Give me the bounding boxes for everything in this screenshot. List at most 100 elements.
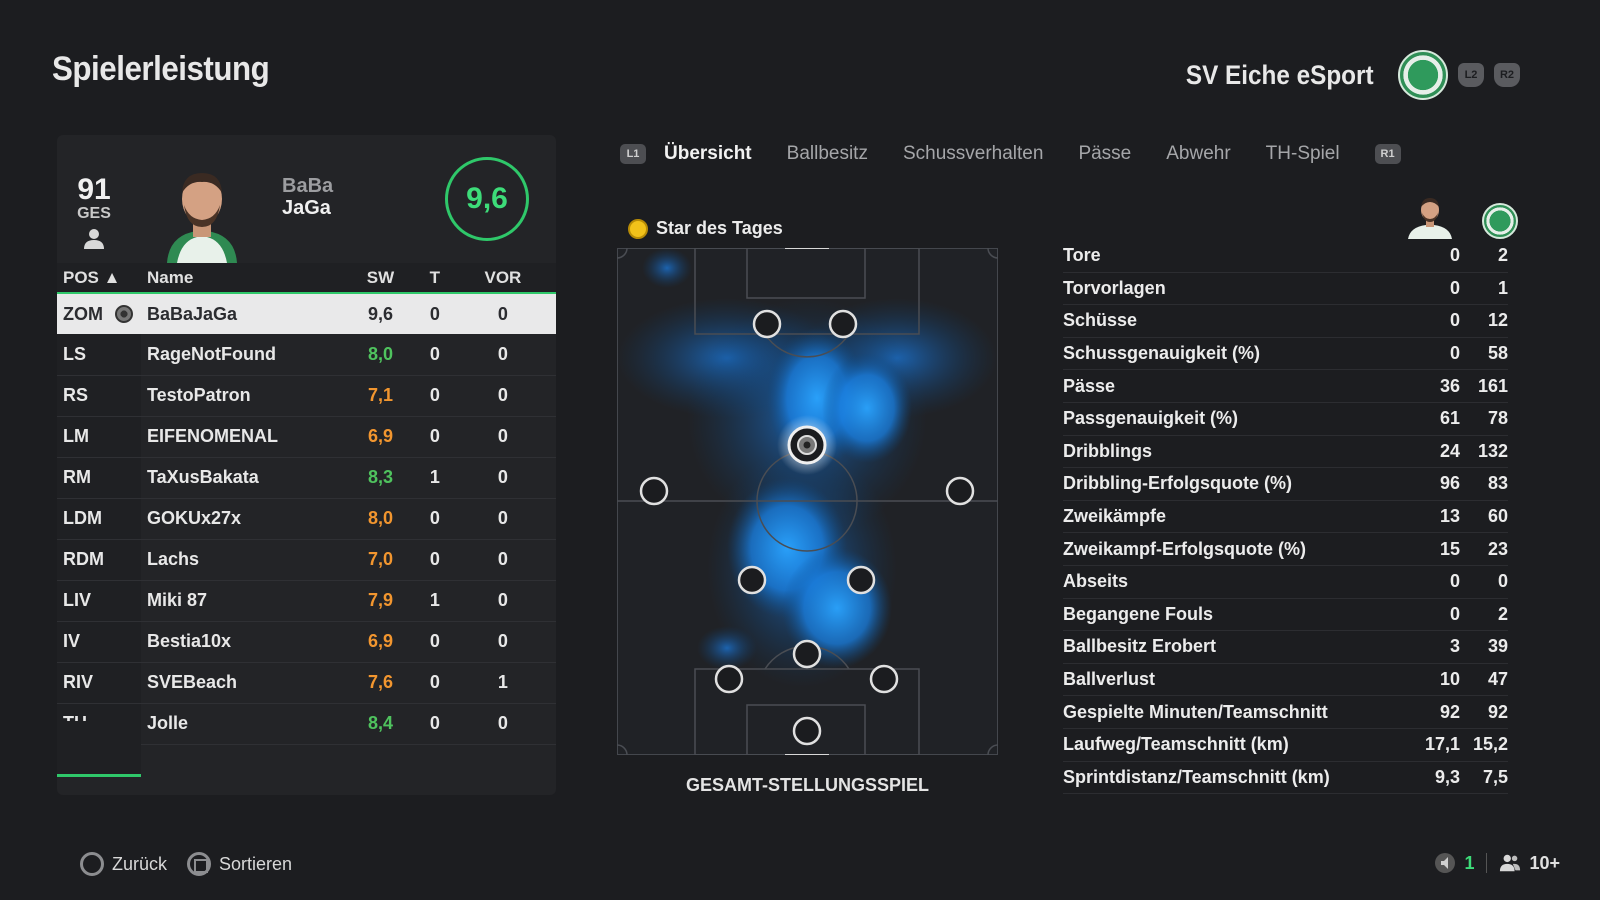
stat-row: Tore 0 2 (1063, 240, 1508, 273)
player-position: RDM (57, 539, 141, 581)
star-of-the-day-label: Star des Tages (656, 218, 783, 238)
stat-row: Gespielte Minuten/Teamschnitt 92 92 (1063, 696, 1508, 729)
player-markers (639, 309, 975, 746)
stat-row: Ballbesitz Erobert 3 39 (1063, 631, 1508, 664)
square-button-icon (187, 852, 212, 876)
stats-table: Tore 0 2 Torvorlagen 0 1 Schüsse 0 12 Schussgenau… (1063, 240, 1508, 795)
player-rating: 6,9 (341, 621, 420, 663)
pos-column-filler (57, 721, 141, 777)
stat-player-value: 3 (1449, 636, 1460, 657)
player-assists: 0 (449, 621, 556, 663)
column-header-t[interactable]: T (419, 263, 450, 294)
stat-label: Laufweg/Teamschnitt (km) (1063, 734, 1289, 755)
pos-column-indicator (57, 774, 141, 777)
tab-th-spiel[interactable]: TH-Spiel (1265, 143, 1340, 164)
stat-label: Dribblings (1063, 440, 1152, 461)
stat-team-value: 15,2 (1472, 734, 1508, 755)
team-crest-icon (1482, 203, 1518, 239)
sort-button[interactable]: Sortieren (187, 852, 292, 876)
stat-label: Ballverlust (1063, 669, 1156, 690)
stat-team-value: 78 (1487, 408, 1508, 429)
player-name-cell: TaXusBakata (141, 457, 341, 499)
player-card: 91 GES BaBa JaGa 9,6 (57, 135, 556, 263)
player-name-cell: Jolle (141, 703, 341, 745)
stat-player-value: 17,1 (1424, 734, 1460, 755)
stat-label: Zweikampf-Erfolgsquote (%) (1063, 538, 1307, 559)
tab-ballbesitz[interactable]: Ballbesitz (786, 143, 868, 164)
player-position: LIV (57, 580, 141, 622)
player-last-name: JaGa (282, 197, 331, 219)
stat-label: Schussgenauigkeit (%) (1063, 343, 1261, 364)
table-header-row: POS ▲ Name SW T VOR (57, 263, 556, 294)
player-rating: 7,0 (341, 539, 420, 581)
stat-player-value: 9,3 (1434, 766, 1460, 787)
player-rating: 9,6 (341, 293, 420, 334)
stat-row: Schüsse 0 12 (1063, 305, 1508, 338)
player-goals: 0 (419, 498, 450, 540)
player-goals: 0 (419, 703, 450, 745)
stats-column-headers (1400, 195, 1518, 239)
stat-team-value: 60 (1487, 506, 1508, 527)
l1-button-icon[interactable]: L1 (620, 144, 646, 164)
pitch-lines (617, 248, 998, 755)
stat-row: Sprintdistanz/Teamschnitt (km) 9,3 7,5 (1063, 762, 1508, 795)
ball-icon (115, 304, 133, 323)
stat-label: Abseits (1063, 571, 1129, 592)
player-mini-portrait (1400, 195, 1460, 239)
player-rating: 8,0 (341, 498, 420, 540)
player-name-cell: Miki 87 (141, 580, 341, 622)
table-row[interactable]: LIV Miki 87 7,9 1 0 (57, 580, 556, 622)
r2-button-icon[interactable]: R2 (1494, 63, 1520, 87)
stat-row: Zweikampf-Erfolgsquote (%) 15 23 (1063, 533, 1508, 566)
player-list-panel: 91 GES BaBa JaGa 9,6 POS ▲ (57, 135, 556, 795)
table-row[interactable]: ZOM BaBaJaGa 9,6 0 0 (57, 293, 556, 334)
tab-paesse[interactable]: Pässe (1078, 143, 1132, 164)
l2-button-icon[interactable]: L2 (1458, 63, 1484, 87)
stat-label: Zweikämpfe (1063, 506, 1167, 527)
stat-row: Passgenauigkeit (%) 61 78 (1063, 403, 1508, 436)
stat-team-value: 161 (1477, 375, 1508, 396)
player-name-cell: GOKUx27x (141, 498, 341, 540)
table-row[interactable]: LS RageNotFound 8,0 0 0 (57, 334, 556, 376)
star-icon (628, 218, 648, 239)
tab-uebersicht[interactable]: Übersicht (664, 143, 752, 164)
stat-player-value: 96 (1439, 473, 1460, 494)
stat-label: Begangene Fouls (1063, 603, 1214, 624)
table-row[interactable]: RM TaXusBakata 8,3 1 0 (57, 457, 556, 499)
column-header-sw[interactable]: SW (341, 263, 420, 294)
player-name-cell: RageNotFound (141, 334, 341, 376)
table-row[interactable]: RDM Lachs 7,0 0 0 (57, 539, 556, 581)
player-goals: 0 (419, 293, 450, 334)
player-position: IV (57, 621, 141, 663)
club-name: SV Eiche eSport (1186, 59, 1374, 90)
column-header-vor[interactable]: VOR (449, 263, 556, 294)
player-rating: 8,4 (341, 703, 420, 745)
stat-team-value: 58 (1487, 343, 1508, 364)
player-rating: 8,3 (341, 457, 420, 499)
player-assists: 1 (449, 662, 556, 704)
column-header-pos[interactable]: POS ▲ (57, 263, 141, 294)
stat-row: Abseits 0 0 (1063, 566, 1508, 599)
table-row[interactable]: IV Bestia10x 6,9 0 0 (57, 621, 556, 663)
stat-team-value: 92 (1487, 701, 1508, 722)
tab-schussverhalten[interactable]: Schussverhalten (902, 143, 1044, 164)
table-row[interactable]: RS TestoPatron 7,1 0 0 (57, 375, 556, 417)
r1-button-icon[interactable]: R1 (1374, 144, 1401, 164)
stat-label: Dribbling-Erfolgsquote (%) (1063, 473, 1292, 494)
stat-player-value: 24 (1439, 440, 1460, 461)
stat-row: Ballverlust 10 47 (1063, 664, 1508, 697)
table-row[interactable]: LDM GOKUx27x 8,0 0 0 (57, 498, 556, 540)
stat-player-value: 0 (1449, 343, 1460, 364)
player-goals: 0 (419, 662, 450, 704)
tab-abwehr[interactable]: Abwehr (1166, 143, 1231, 164)
player-name-cell: SVEBeach (141, 662, 341, 704)
player-position: RM (57, 457, 141, 499)
player-position: RIV (57, 662, 141, 704)
player-name-cell: Lachs (141, 539, 341, 581)
player-assists: 0 (449, 416, 556, 458)
table-row[interactable]: RIV SVEBeach 7,6 0 1 (57, 662, 556, 704)
table-row[interactable]: LM EIFENOMENAL 6,9 0 0 (57, 416, 556, 458)
back-button[interactable]: Zurück (80, 852, 167, 876)
player-goals: 1 (419, 457, 450, 499)
column-header-name[interactable]: Name (141, 263, 341, 294)
